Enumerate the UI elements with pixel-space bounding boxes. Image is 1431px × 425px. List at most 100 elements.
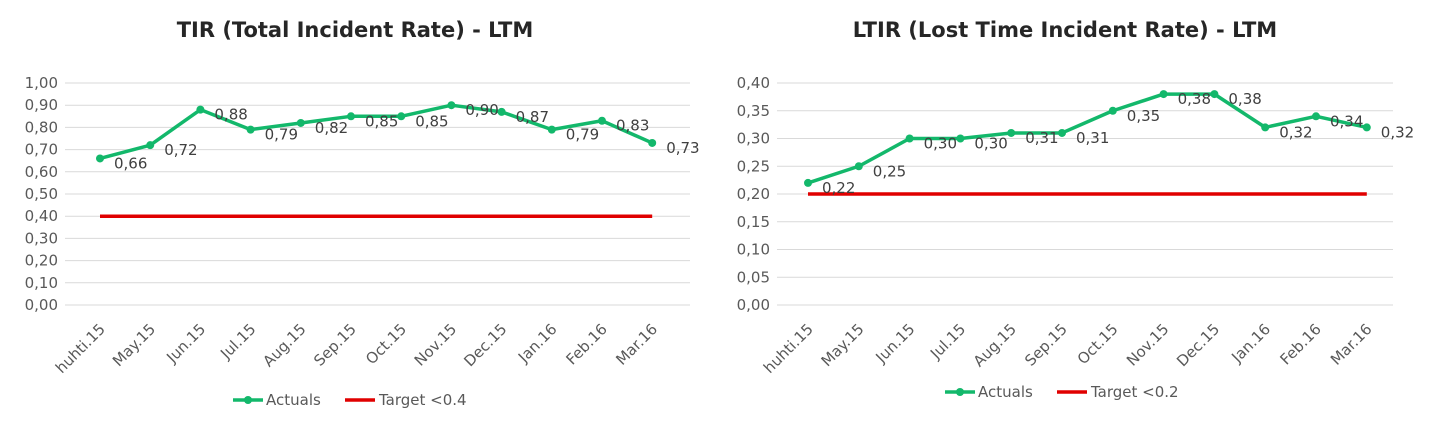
x-tick-label: Jan.16: [514, 320, 561, 367]
data-label: 0,72: [164, 141, 197, 159]
y-tick-label: 0,50: [25, 185, 58, 203]
data-label: 0,31: [1076, 129, 1109, 147]
chart-title: LTIR (Lost Time Incident Rate) - LTM: [853, 18, 1277, 42]
data-label: 0,35: [1127, 107, 1160, 125]
y-tick-label: 0,30: [25, 229, 58, 247]
actuals-point: [246, 125, 255, 134]
actuals-point: [1007, 128, 1016, 137]
legend-marker-actuals: [244, 396, 252, 404]
x-tick-label: huhti.15: [52, 320, 109, 377]
y-tick-label: 0,40: [737, 74, 770, 92]
legend: Actuals Target <0.4: [233, 391, 467, 409]
y-tick-label: 0,35: [737, 102, 770, 120]
chart-title: TIR (Total Incident Rate) - LTM: [177, 18, 534, 42]
actuals-point: [1159, 90, 1168, 99]
data-label: 0,38: [1178, 90, 1211, 108]
actuals-point: [1108, 106, 1117, 115]
chart-2: LTIR (Lost Time Incident Rate) - LTM 0,00…: [737, 18, 1415, 401]
data-label: 0,32: [1279, 123, 1312, 141]
actuals-point: [547, 125, 556, 134]
data-label: 0,87: [516, 108, 549, 126]
x-tick-label: Jul.15: [926, 320, 969, 363]
actuals-point: [447, 101, 456, 110]
actuals-point: [146, 141, 155, 150]
legend-label-target: Target <0.4: [378, 391, 467, 409]
actuals-point: [598, 116, 606, 125]
x-tick-label: Feb.16: [562, 320, 610, 368]
y-tick-label: 0,70: [25, 141, 58, 159]
y-tick-label: 0,20: [25, 252, 58, 270]
x-tick-label: Dec.15: [1173, 320, 1223, 370]
actuals-point: [96, 154, 104, 163]
actuals-point: [347, 112, 355, 121]
legend-label-actuals: Actuals: [978, 383, 1033, 401]
data-label: 0,85: [415, 112, 448, 130]
actuals-point: [1362, 123, 1371, 132]
data-label: 0,79: [265, 126, 298, 144]
legend-label-target: Target <0.2: [1090, 383, 1179, 401]
x-tick-label: Mar.16: [1327, 320, 1376, 369]
actuals-point: [1312, 112, 1320, 121]
y-tick-label: 0,60: [25, 163, 58, 181]
data-label: 0,83: [616, 117, 649, 135]
actuals-point: [296, 118, 305, 127]
data-label: 0,79: [566, 126, 599, 144]
chart-1: TIR (Total Incident Rate) - LTM 0,00 0,10 0…: [25, 18, 700, 409]
actuals-point: [497, 107, 506, 116]
x-tick-label: Oct.15: [362, 320, 410, 368]
x-tick-label: Dec.15: [460, 320, 510, 370]
data-label: 0,38: [1228, 90, 1261, 108]
actuals-point: [1261, 123, 1270, 132]
y-tick-label: 0,15: [737, 213, 770, 231]
x-tick-label: Jul.15: [216, 320, 259, 363]
actuals-point: [854, 162, 863, 171]
y-tick-label: 0,10: [25, 274, 58, 292]
legend-label-actuals: Actuals: [266, 391, 321, 409]
x-tick-label: Aug.15: [259, 320, 309, 370]
y-tick-label: 0,90: [25, 96, 58, 114]
y-tick-label: 0,00: [25, 296, 58, 314]
data-label: 0,25: [873, 162, 906, 180]
data-label: 0,31: [1025, 129, 1058, 147]
x-tick-label: Nov.15: [1123, 320, 1172, 369]
x-tick-label: Mar.16: [612, 320, 661, 369]
legend-marker-actuals: [956, 388, 964, 396]
y-tick-label: 0,00: [737, 296, 770, 314]
data-label: 0,82: [315, 119, 348, 137]
data-label: 0,88: [214, 106, 247, 124]
actuals-point: [397, 112, 406, 121]
y-tick-label: 1,00: [25, 74, 58, 92]
y-tick-label: 0,40: [25, 207, 58, 225]
data-label: 0,66: [114, 154, 147, 172]
actuals-point: [1210, 90, 1219, 99]
actuals-line: [807, 92, 1368, 185]
data-label: 0,32: [1381, 123, 1414, 141]
x-tick-label: Jun.15: [162, 320, 209, 367]
data-label: 0,30: [974, 135, 1007, 153]
x-tick-label: Sep.15: [310, 320, 360, 370]
actuals-point: [905, 134, 914, 143]
x-tick-label: Jan.16: [1227, 320, 1274, 367]
actuals-point: [956, 134, 965, 143]
actuals-point: [1058, 128, 1066, 137]
x-tick-label: Oct.15: [1074, 320, 1122, 368]
actuals-point: [648, 138, 657, 147]
x-tick-label: Feb.16: [1276, 320, 1324, 368]
y-tick-label: 0,05: [737, 268, 770, 286]
x-tick-label: huhti.15: [760, 320, 817, 377]
x-tick-label: May.15: [109, 320, 159, 370]
y-tick-label: 0,80: [25, 118, 58, 136]
data-label: 0,73: [666, 139, 699, 157]
x-tick-label: May.15: [818, 320, 868, 370]
x-tick-label: Nov.15: [411, 320, 460, 369]
x-tick-label: Aug.15: [970, 320, 1020, 370]
legend: Actuals Target <0.2: [945, 383, 1179, 401]
actuals-point: [196, 105, 205, 114]
x-tick-label: Jun.15: [872, 320, 919, 367]
actuals-point: [804, 178, 812, 187]
y-tick-label: 0,30: [737, 130, 770, 148]
data-label: 0,30: [924, 135, 957, 153]
data-label: 0,22: [822, 179, 855, 197]
